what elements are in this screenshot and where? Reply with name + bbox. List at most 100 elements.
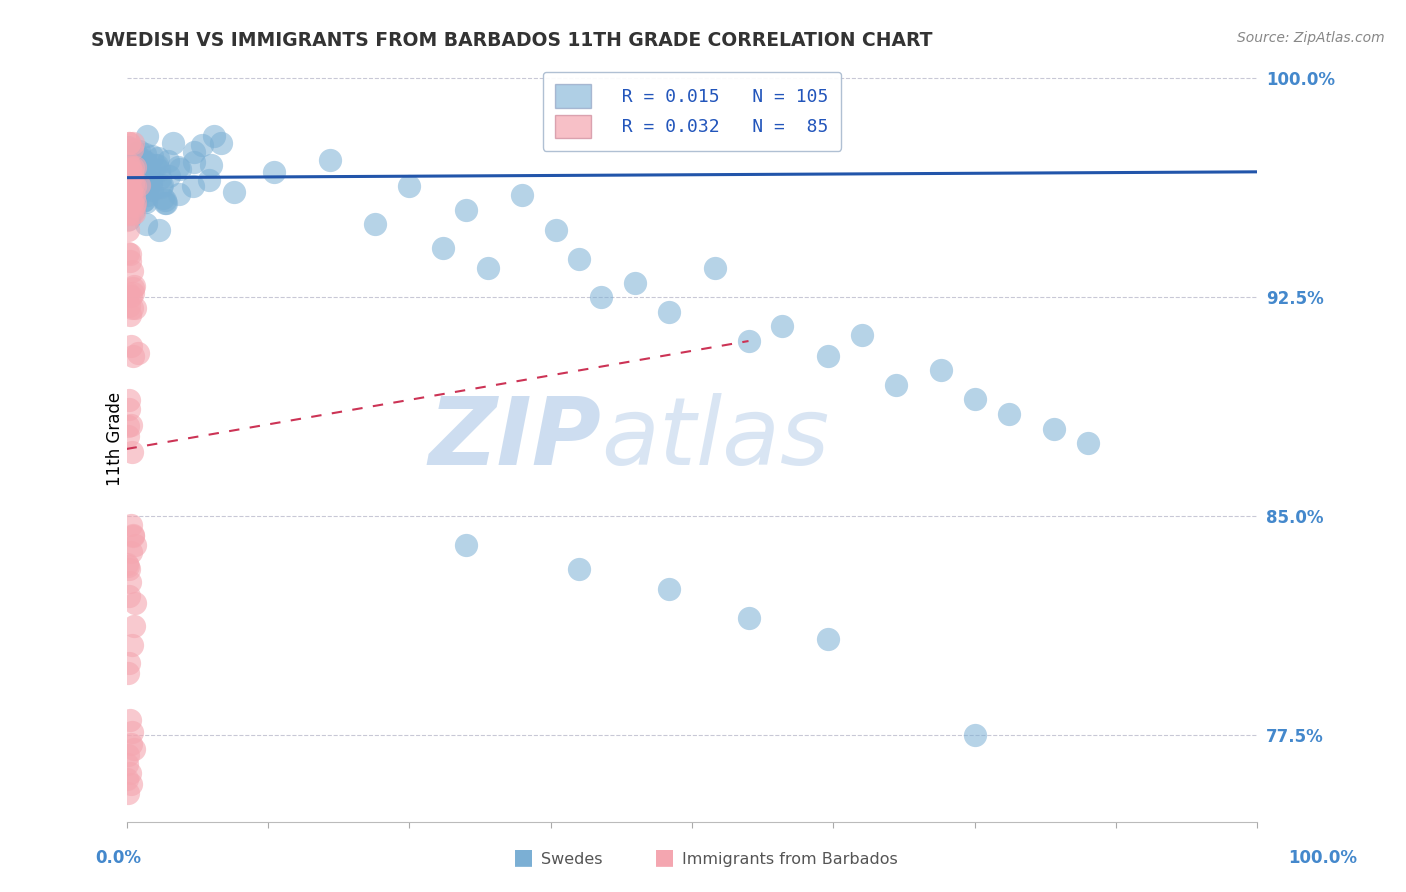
- Point: [136, 179, 159, 194]
- Point: [125, 172, 148, 186]
- Point: [124, 742, 146, 756]
- Point: [148, 162, 170, 177]
- Point: [149, 171, 172, 186]
- Point: [120, 183, 142, 197]
- Point: [152, 191, 174, 205]
- Point: [997, 407, 1019, 421]
- Point: [122, 279, 145, 293]
- Point: [148, 223, 170, 237]
- Point: [118, 150, 141, 164]
- Point: [624, 276, 647, 290]
- Point: [152, 178, 174, 193]
- Point: [155, 196, 177, 211]
- Point: [121, 170, 143, 185]
- Point: [118, 656, 141, 670]
- Point: [121, 195, 143, 210]
- Point: [120, 178, 142, 193]
- Point: [131, 163, 153, 178]
- Point: [134, 156, 156, 170]
- Point: [118, 575, 141, 590]
- Point: [884, 377, 907, 392]
- Point: [139, 175, 162, 189]
- Point: [817, 349, 839, 363]
- Point: [122, 349, 145, 363]
- Point: [124, 178, 146, 193]
- Point: [183, 145, 205, 159]
- Text: Source: ZipAtlas.com: Source: ZipAtlas.com: [1237, 31, 1385, 45]
- Point: [132, 193, 155, 207]
- Point: [128, 166, 150, 180]
- Point: [122, 528, 145, 542]
- Point: [117, 665, 139, 680]
- Point: [141, 183, 163, 197]
- Point: [131, 158, 153, 172]
- Point: [118, 713, 141, 727]
- Point: [117, 136, 139, 150]
- Point: [851, 328, 873, 343]
- Point: [124, 153, 146, 168]
- Point: [124, 196, 146, 211]
- Point: [546, 223, 568, 237]
- Point: [117, 194, 139, 208]
- Point: [117, 285, 139, 300]
- Point: [156, 153, 179, 168]
- Text: Immigrants from Barbados: Immigrants from Barbados: [682, 852, 897, 867]
- Point: [162, 136, 184, 151]
- Point: [122, 619, 145, 633]
- Point: [134, 147, 156, 161]
- Point: [118, 205, 141, 219]
- Point: [1043, 421, 1066, 435]
- Point: [131, 184, 153, 198]
- Point: [118, 765, 141, 780]
- Point: [135, 155, 157, 169]
- Point: [703, 261, 725, 276]
- Point: [134, 181, 156, 195]
- Point: [118, 161, 141, 176]
- Point: [118, 308, 141, 322]
- Point: [146, 158, 169, 172]
- Point: [121, 177, 143, 191]
- Point: [153, 195, 176, 210]
- Point: [117, 419, 139, 434]
- Point: [398, 179, 420, 194]
- Point: [131, 153, 153, 167]
- Point: [146, 152, 169, 166]
- Point: [117, 168, 139, 182]
- Point: [128, 162, 150, 177]
- Point: [963, 728, 986, 742]
- Text: 0.0%: 0.0%: [96, 849, 142, 867]
- Point: [118, 402, 141, 417]
- Text: Swedes: Swedes: [541, 852, 603, 867]
- Point: [120, 339, 142, 353]
- Point: [658, 305, 681, 319]
- Point: [120, 417, 142, 432]
- Point: [167, 160, 190, 174]
- Point: [141, 149, 163, 163]
- Point: [454, 538, 477, 552]
- Point: [658, 582, 681, 596]
- Point: [121, 143, 143, 157]
- Point: [1077, 436, 1099, 450]
- Point: [117, 190, 139, 204]
- Point: [117, 786, 139, 800]
- Point: [770, 319, 793, 334]
- Point: [150, 180, 173, 194]
- Point: [121, 301, 143, 315]
- Point: [117, 189, 139, 203]
- Point: [120, 185, 142, 199]
- Legend:   R = 0.015   N = 105,   R = 0.032   N =  85: R = 0.015 N = 105, R = 0.032 N = 85: [543, 72, 841, 151]
- Point: [157, 169, 180, 183]
- Y-axis label: 11th Grade: 11th Grade: [107, 392, 124, 486]
- Point: [120, 777, 142, 791]
- Point: [117, 559, 139, 574]
- Point: [122, 188, 145, 202]
- Point: [117, 140, 139, 154]
- Point: [118, 300, 141, 314]
- Point: [125, 146, 148, 161]
- Point: [183, 155, 205, 169]
- Point: [191, 138, 214, 153]
- Point: [121, 173, 143, 187]
- Point: [124, 160, 146, 174]
- Point: [120, 289, 142, 303]
- Point: [128, 144, 150, 158]
